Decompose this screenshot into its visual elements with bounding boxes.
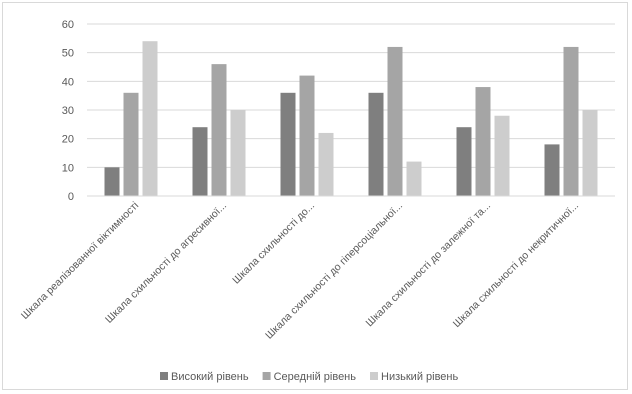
- bar: [142, 41, 158, 197]
- bar: [318, 132, 334, 196]
- bar: [544, 144, 560, 196]
- y-tick-label: 50: [62, 48, 74, 60]
- bar: [582, 110, 598, 196]
- y-tick-label: 60: [62, 19, 74, 31]
- bar: [299, 75, 315, 196]
- bar: [475, 87, 491, 196]
- y-tick-label: 10: [62, 162, 74, 174]
- bar: [563, 46, 579, 196]
- bar: [494, 115, 510, 196]
- bar-series-1: [104, 92, 560, 196]
- bar: [280, 92, 296, 196]
- legend: Високий рівень Середній рівень Низький рів…: [160, 371, 458, 383]
- x-category-label: Шкала схильності до гіперсоціальної...: [263, 200, 405, 342]
- bar: [192, 127, 208, 196]
- legend-label: Низький рівень: [381, 371, 458, 383]
- bar-series-2: [123, 46, 579, 196]
- y-tick-label: 20: [62, 134, 74, 146]
- bar: [123, 92, 139, 196]
- bar: [368, 92, 384, 196]
- legend-swatch: [262, 372, 271, 380]
- y-tick-label: 30: [62, 105, 74, 117]
- bar: [230, 110, 246, 196]
- legend-item: Середній рівень: [262, 371, 357, 383]
- legend-item: Високий рівень: [160, 371, 249, 383]
- x-category-label: Шкала схильності до...: [230, 200, 317, 287]
- y-axis-tick-labels: 0 10 20 30 40 50 60: [62, 19, 74, 203]
- gridlines: [87, 23, 615, 168]
- bar-series-3: [142, 41, 598, 197]
- bar: [211, 64, 227, 196]
- bar: [387, 46, 403, 196]
- legend-swatch: [370, 372, 378, 380]
- legend-item: Низький рівень: [370, 371, 458, 383]
- legend-swatch: [160, 372, 168, 380]
- legend-label: Середній рівень: [274, 371, 357, 383]
- bar: [406, 161, 422, 196]
- legend-label: Високий рівень: [171, 371, 249, 383]
- bar-series: [104, 41, 598, 197]
- bar: [456, 127, 472, 196]
- y-tick-label: 40: [62, 76, 74, 88]
- y-tick-label: 0: [68, 191, 74, 203]
- bar: [104, 167, 120, 196]
